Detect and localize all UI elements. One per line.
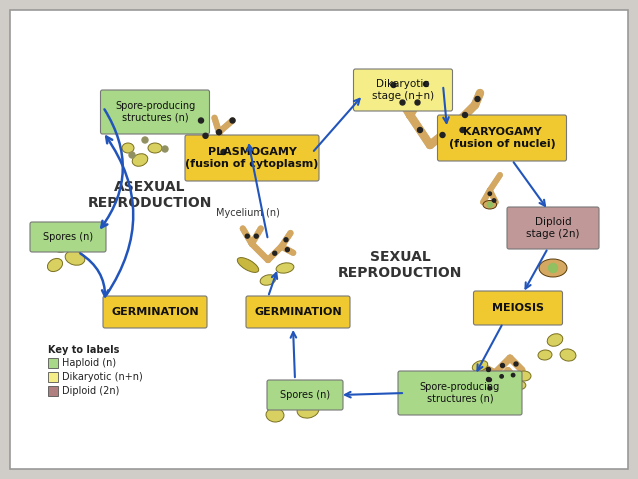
Ellipse shape: [517, 371, 531, 381]
Text: KARYOGAMY
(fusion of nuclei): KARYOGAMY (fusion of nuclei): [449, 127, 555, 149]
Circle shape: [246, 234, 249, 238]
Circle shape: [460, 127, 465, 133]
FancyBboxPatch shape: [438, 115, 567, 161]
Text: Diploid
stage (2n): Diploid stage (2n): [526, 217, 580, 239]
Ellipse shape: [297, 402, 319, 418]
Ellipse shape: [538, 350, 552, 360]
Circle shape: [162, 146, 168, 152]
Circle shape: [285, 248, 289, 251]
Text: Diploid (2n): Diploid (2n): [62, 386, 119, 396]
Ellipse shape: [477, 389, 489, 398]
FancyBboxPatch shape: [103, 296, 207, 328]
FancyBboxPatch shape: [47, 386, 57, 396]
Ellipse shape: [482, 388, 498, 398]
Ellipse shape: [476, 372, 489, 381]
Text: Spores (n): Spores (n): [43, 232, 93, 242]
Circle shape: [488, 387, 491, 390]
Text: GERMINATION: GERMINATION: [254, 307, 342, 317]
Circle shape: [129, 152, 135, 158]
FancyBboxPatch shape: [267, 380, 343, 410]
Ellipse shape: [148, 143, 162, 153]
FancyBboxPatch shape: [101, 90, 209, 134]
Text: Dikaryotic
stage (n+n): Dikaryotic stage (n+n): [372, 79, 434, 101]
FancyBboxPatch shape: [10, 10, 628, 469]
FancyBboxPatch shape: [473, 291, 563, 325]
Circle shape: [463, 113, 468, 117]
Ellipse shape: [484, 396, 498, 404]
Text: Key to labels: Key to labels: [48, 345, 119, 355]
Ellipse shape: [539, 259, 567, 277]
Circle shape: [273, 251, 277, 255]
Circle shape: [284, 238, 288, 242]
Text: Haploid (n): Haploid (n): [62, 358, 116, 368]
Circle shape: [415, 100, 420, 105]
Ellipse shape: [266, 408, 284, 422]
Circle shape: [488, 192, 491, 195]
Circle shape: [417, 127, 422, 133]
Circle shape: [487, 367, 491, 372]
Circle shape: [500, 364, 505, 367]
Text: Spores (n): Spores (n): [280, 390, 330, 400]
Ellipse shape: [53, 238, 71, 252]
Ellipse shape: [483, 201, 496, 209]
Text: SEXUAL
REPRODUCTION: SEXUAL REPRODUCTION: [338, 250, 462, 280]
FancyBboxPatch shape: [47, 372, 57, 382]
Ellipse shape: [514, 381, 526, 389]
FancyBboxPatch shape: [507, 207, 599, 249]
Text: ASEXUAL
REPRODUCTION: ASEXUAL REPRODUCTION: [88, 180, 212, 210]
Circle shape: [424, 81, 429, 87]
Circle shape: [475, 96, 480, 102]
Ellipse shape: [276, 263, 294, 273]
Ellipse shape: [260, 275, 276, 285]
Ellipse shape: [132, 154, 148, 166]
Circle shape: [400, 100, 405, 105]
Circle shape: [221, 149, 226, 155]
Text: Spore-producing
structures (n): Spore-producing structures (n): [420, 382, 500, 404]
Ellipse shape: [122, 143, 134, 153]
FancyBboxPatch shape: [185, 135, 319, 181]
Text: MEIOSIS: MEIOSIS: [492, 303, 544, 313]
Circle shape: [488, 378, 491, 381]
Text: Dikaryotic (n+n): Dikaryotic (n+n): [62, 372, 143, 382]
Text: Spore-producing
structures (n): Spore-producing structures (n): [115, 101, 195, 123]
Circle shape: [487, 202, 493, 207]
Ellipse shape: [560, 349, 576, 361]
Circle shape: [391, 82, 396, 88]
Circle shape: [142, 137, 148, 143]
Ellipse shape: [547, 334, 563, 346]
Circle shape: [216, 130, 221, 135]
FancyBboxPatch shape: [398, 371, 522, 415]
Circle shape: [512, 374, 515, 377]
Ellipse shape: [472, 361, 487, 371]
Ellipse shape: [65, 251, 85, 265]
Ellipse shape: [237, 258, 258, 273]
Ellipse shape: [280, 392, 300, 408]
Circle shape: [549, 263, 558, 273]
FancyBboxPatch shape: [353, 69, 452, 111]
Ellipse shape: [473, 381, 487, 391]
Circle shape: [487, 377, 491, 381]
FancyBboxPatch shape: [246, 296, 350, 328]
Circle shape: [493, 199, 496, 202]
Text: Mycelium (n): Mycelium (n): [216, 208, 280, 218]
Circle shape: [198, 118, 204, 123]
Ellipse shape: [47, 259, 63, 272]
FancyBboxPatch shape: [47, 358, 57, 368]
Circle shape: [255, 234, 258, 238]
Circle shape: [230, 118, 235, 123]
Circle shape: [440, 133, 445, 137]
Circle shape: [203, 133, 208, 138]
FancyBboxPatch shape: [30, 222, 106, 252]
Text: GERMINATION: GERMINATION: [111, 307, 199, 317]
Circle shape: [514, 362, 518, 366]
Circle shape: [500, 375, 503, 378]
Text: PLASMOGAMY
(fusion of cytoplasm): PLASMOGAMY (fusion of cytoplasm): [185, 147, 319, 169]
